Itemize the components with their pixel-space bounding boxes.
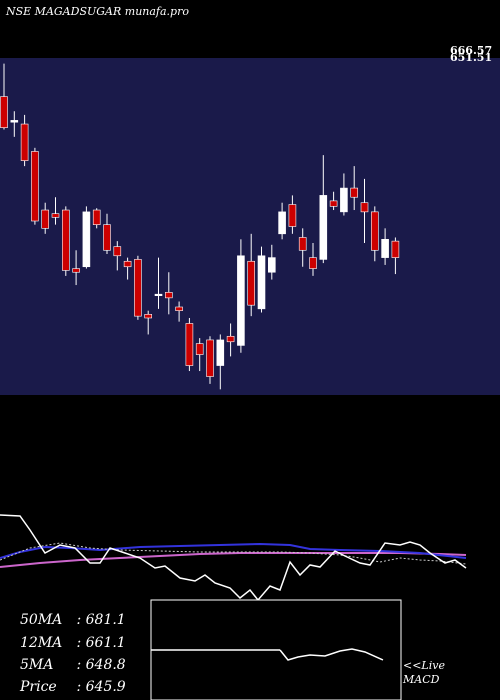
candle-body-up	[154, 293, 163, 296]
macd-line	[279, 648, 384, 661]
price-label-bottom: 651.51	[450, 51, 493, 64]
candle-body-down	[165, 292, 173, 299]
candle-body-up	[278, 211, 286, 235]
macd-label: MACD	[403, 673, 440, 686]
candle-body-down	[195, 343, 204, 355]
candle-body-down	[31, 151, 39, 222]
candle-body-down	[92, 209, 101, 225]
ma50-value: 681.1	[85, 612, 126, 628]
candle-body-up	[216, 339, 225, 366]
candle-body-down	[175, 306, 183, 311]
candle-body-down	[113, 246, 122, 257]
ma50-line	[0, 552, 467, 568]
indicator-lines	[0, 514, 467, 602]
candle-body-down	[298, 237, 307, 251]
candle-body-up	[10, 120, 19, 123]
price-value: 645.9	[85, 679, 126, 695]
candle-body-up	[82, 211, 91, 268]
ma50-row: 50MA : 681.1	[20, 612, 126, 628]
live-label: <<Live	[403, 659, 445, 672]
candle-body-down	[41, 209, 50, 229]
ma5-row: 5MA : 648.8	[20, 657, 126, 673]
candle-body-down	[123, 260, 132, 268]
price-panel-background	[0, 58, 500, 395]
candle-body-down	[391, 240, 400, 258]
ma12-label: 12MA	[20, 635, 63, 651]
price-label: Price	[20, 679, 57, 695]
candle-body-down	[329, 200, 338, 207]
candle-body-down	[61, 209, 70, 271]
candle-body-down	[103, 224, 111, 251]
price-label-top: 666.57	[450, 44, 493, 57]
ma12-row: 12MA : 661.1	[20, 635, 126, 651]
candle-body-up	[267, 257, 276, 273]
candle-body-down	[185, 323, 194, 366]
candle-body-down	[72, 268, 80, 273]
candle-body-up	[381, 239, 389, 258]
candle-body-down	[360, 202, 369, 213]
candles-group	[0, 63, 400, 390]
candle-body-down	[226, 335, 235, 343]
candle-body-down	[288, 204, 297, 227]
price-row: Price : 645.9	[20, 679, 126, 695]
candle-body-up	[257, 255, 266, 310]
candle-body-down	[51, 213, 60, 218]
live-macd-label: <<Live MACD	[403, 659, 445, 687]
candle-body-up	[237, 255, 245, 346]
candle-body-up	[340, 187, 348, 213]
candle-body-down	[350, 187, 359, 198]
candle-body-down	[144, 314, 152, 319]
candle-body-down	[247, 260, 255, 306]
candle-body-down	[206, 339, 214, 377]
candle-body-down	[370, 211, 379, 251]
chart-title: NSE MAGADSUGAR munafa.pro	[6, 5, 189, 18]
candle-body-down	[20, 123, 29, 161]
macd-lines	[151, 648, 384, 661]
candle-body-down	[0, 96, 8, 128]
candle-body-down	[309, 257, 317, 269]
price-line	[0, 514, 467, 602]
ma5-label: 5MA	[20, 657, 54, 673]
ma12-line	[0, 542, 467, 559]
candle-body-down	[134, 259, 142, 317]
ma5-value: 648.8	[85, 657, 126, 673]
ma50-label: 50MA	[20, 612, 63, 628]
candle-body-up	[319, 195, 328, 260]
ma12-value: 661.1	[85, 635, 126, 651]
